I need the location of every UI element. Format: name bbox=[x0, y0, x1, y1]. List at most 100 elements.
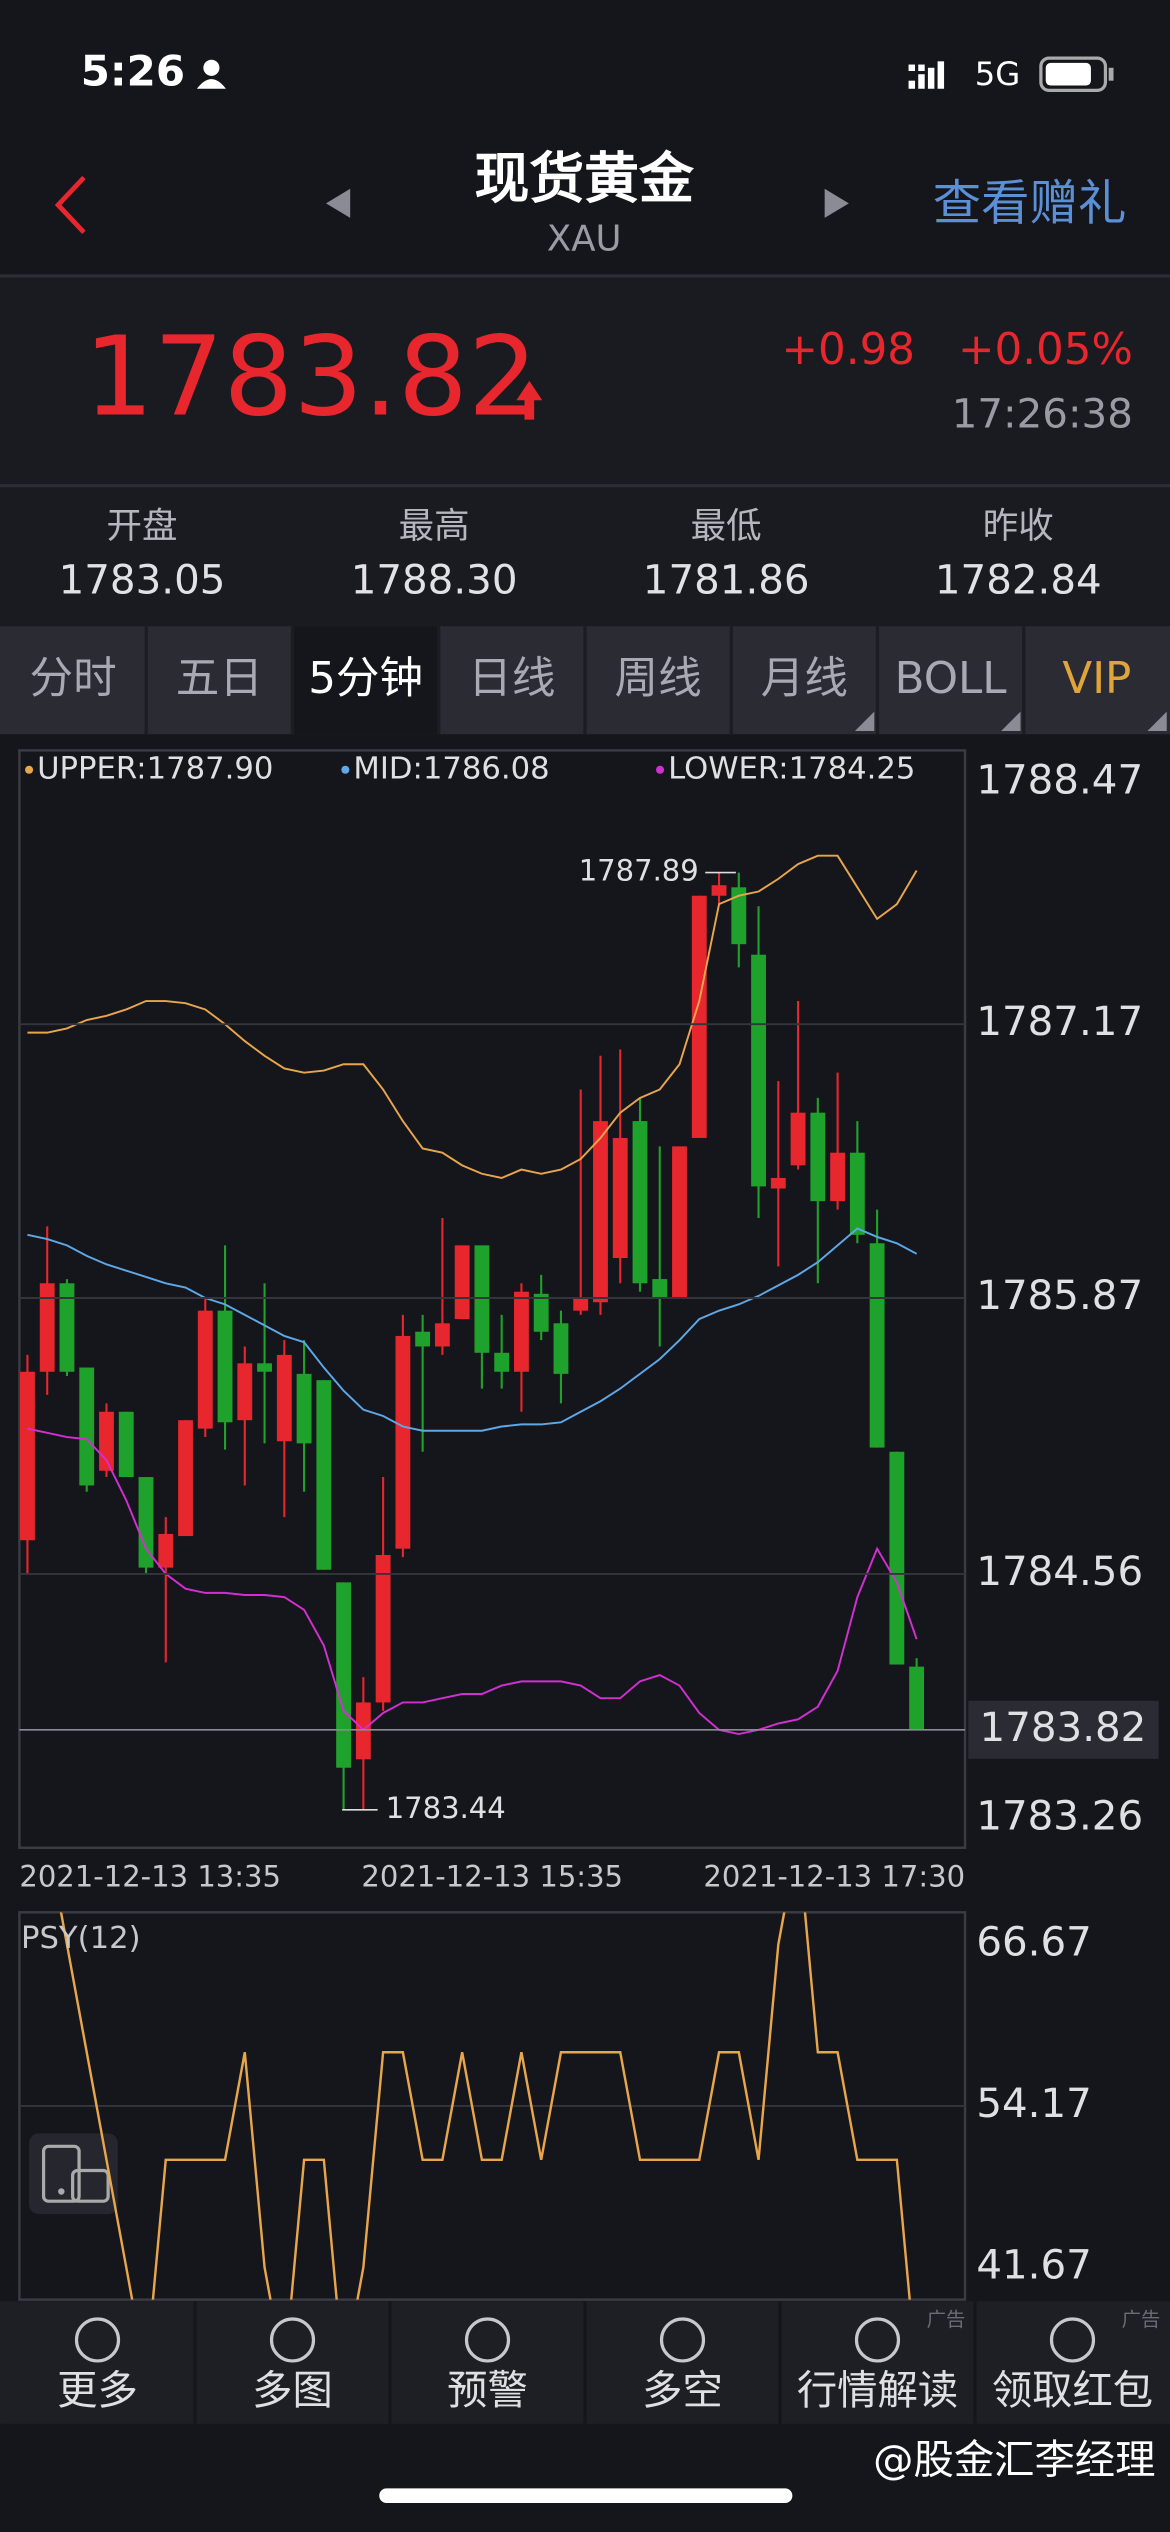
candle-body bbox=[810, 1112, 826, 1202]
tab[interactable]: 周线 bbox=[615, 654, 702, 704]
candle-body bbox=[395, 1335, 411, 1549]
stat-label: 开盘 bbox=[107, 506, 178, 547]
candle-body bbox=[454, 1245, 470, 1320]
candle-body bbox=[672, 1146, 687, 1299]
nav-label[interactable]: 多图 bbox=[252, 2367, 333, 2414]
nav-label[interactable]: 预警 bbox=[447, 2367, 528, 2414]
y-tick-label: 66.67 bbox=[976, 1919, 1091, 1966]
stat-value: 1782.84 bbox=[935, 557, 1102, 604]
x-tick-label: 2021-12-13 17:30 bbox=[703, 1859, 965, 1893]
candle-body bbox=[711, 885, 727, 896]
candle-body bbox=[790, 1112, 806, 1166]
nav-label[interactable]: 更多 bbox=[57, 2367, 138, 2414]
boll-line bbox=[27, 1427, 918, 1736]
candle-body bbox=[731, 887, 747, 945]
legend-label: MID:1786.08 bbox=[353, 751, 549, 786]
y-tick-label: 41.67 bbox=[976, 2241, 1091, 2288]
legend-marker bbox=[25, 765, 34, 774]
legend-marker bbox=[656, 765, 665, 774]
stat-value: 1788.30 bbox=[351, 557, 518, 604]
current-price-label: 1783.82 bbox=[980, 1704, 1147, 1751]
stats-panel bbox=[0, 487, 1170, 627]
back-button[interactable] bbox=[54, 175, 86, 235]
signal-icon bbox=[908, 61, 945, 89]
candle-body bbox=[217, 1310, 233, 1423]
candles bbox=[20, 854, 925, 1810]
candle-body bbox=[573, 1298, 589, 1311]
candle-body bbox=[909, 1666, 925, 1730]
home-indicator bbox=[379, 2488, 793, 2503]
psy-plot bbox=[59, 1912, 911, 2300]
candle-body bbox=[336, 1582, 352, 1768]
candle-body bbox=[593, 1121, 608, 1303]
current-price-tag bbox=[968, 1700, 1159, 1759]
tab[interactable]: BOLL bbox=[895, 654, 1008, 704]
change: +0.98 bbox=[782, 325, 916, 375]
nav-label[interactable]: 领取红包 bbox=[992, 2367, 1153, 2414]
candle-body bbox=[276, 1354, 292, 1442]
high-label: 1787.89 bbox=[579, 854, 699, 888]
psy-title: PSY(12) bbox=[21, 1921, 141, 1956]
candle-body bbox=[20, 1371, 35, 1541]
candle-body bbox=[59, 1283, 75, 1372]
prev-arrow[interactable] bbox=[325, 188, 351, 218]
stat-label: 昨收 bbox=[983, 506, 1054, 547]
candle-body bbox=[79, 1367, 95, 1486]
tab-corner bbox=[1001, 711, 1021, 732]
y-tick-label: 1785.87 bbox=[976, 1272, 1143, 1319]
quote-panel bbox=[0, 277, 1170, 485]
candle-body bbox=[652, 1279, 668, 1299]
stat-value: 1781.86 bbox=[643, 557, 810, 604]
tab[interactable]: 五日 bbox=[176, 654, 263, 704]
candle-body bbox=[612, 1137, 628, 1259]
title: 现货黄金 bbox=[474, 146, 694, 210]
nav-icon bbox=[1049, 2317, 1096, 2363]
low-label: 1783.44 bbox=[386, 1791, 506, 1825]
candle-body bbox=[296, 1373, 312, 1444]
stat-label: 最低 bbox=[691, 506, 762, 547]
price: 1783.82 bbox=[84, 312, 538, 440]
network: 5G bbox=[975, 55, 1021, 93]
candle-body bbox=[197, 1310, 213, 1429]
y-tick-label: 54.17 bbox=[976, 2080, 1091, 2127]
ad-label: 广告 bbox=[927, 2308, 966, 2331]
y-tick-label: 1787.17 bbox=[976, 998, 1143, 1045]
boll-line bbox=[27, 1227, 918, 1432]
nav-label[interactable]: 行情解读 bbox=[797, 2367, 958, 2414]
candle-body bbox=[553, 1323, 569, 1374]
home-area bbox=[0, 2423, 1170, 2532]
x-tick-label: 2021-12-13 13:35 bbox=[19, 1859, 281, 1893]
candle-body bbox=[39, 1283, 55, 1372]
up-arrow bbox=[516, 380, 543, 420]
battery-icon bbox=[1039, 56, 1114, 92]
candle-body bbox=[494, 1352, 510, 1372]
x-tick-label: 2021-12-13 15:35 bbox=[361, 1859, 623, 1893]
candle-body bbox=[889, 1451, 905, 1665]
person-icon bbox=[196, 59, 226, 89]
tab-corner bbox=[854, 711, 875, 732]
candle-body bbox=[118, 1411, 134, 1478]
candle-body bbox=[237, 1363, 253, 1421]
status-time: 5:26 bbox=[81, 47, 185, 96]
y-tick-label: 1783.26 bbox=[976, 1793, 1143, 1840]
change-pct: +0.05% bbox=[958, 325, 1133, 375]
quote-time: 17:26:38 bbox=[952, 390, 1133, 437]
nav-label[interactable]: 多空 bbox=[642, 2367, 723, 2414]
candle-body bbox=[178, 1420, 193, 1537]
legend-label: LOWER:1784.25 bbox=[668, 751, 915, 786]
next-arrow[interactable] bbox=[824, 188, 849, 218]
stat-label: 最高 bbox=[399, 506, 470, 547]
tab[interactable]: VIP bbox=[1062, 654, 1131, 704]
rotate-button[interactable] bbox=[29, 2133, 118, 2215]
tab[interactable]: 分时 bbox=[30, 654, 117, 704]
legend-label: UPPER:1787.90 bbox=[37, 751, 273, 786]
tab[interactable]: 5分钟 bbox=[308, 654, 423, 704]
tab[interactable]: 日线 bbox=[468, 654, 555, 704]
candle-body bbox=[514, 1291, 529, 1372]
nav-icon bbox=[269, 2317, 316, 2363]
candle-body bbox=[434, 1323, 450, 1347]
tab[interactable]: 月线 bbox=[761, 654, 848, 704]
legend-marker bbox=[341, 765, 350, 774]
gift-link[interactable]: 查看赠礼 bbox=[933, 176, 1127, 232]
